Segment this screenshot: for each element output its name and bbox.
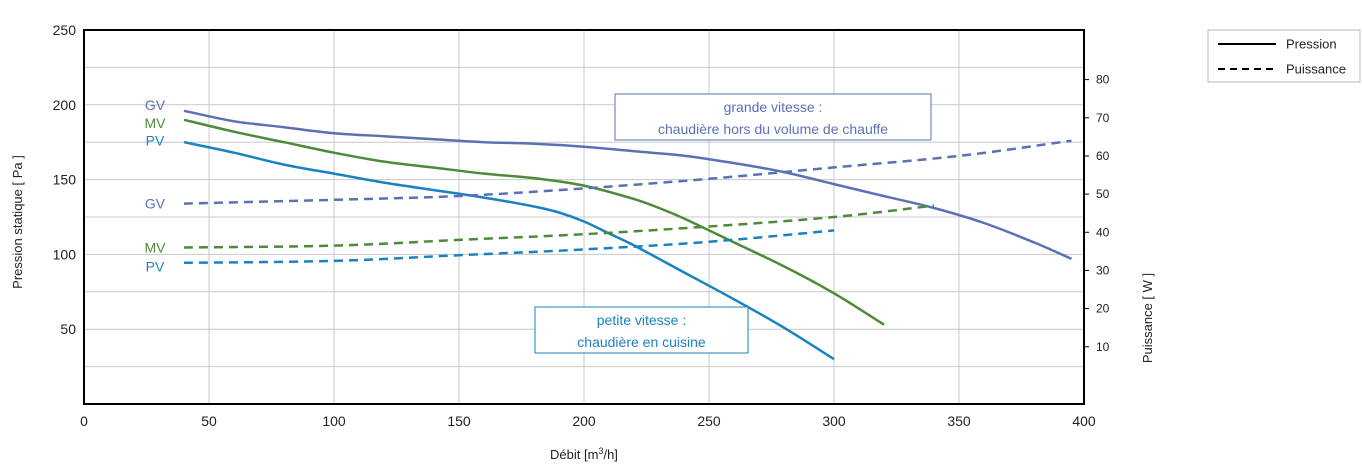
gv-curve-label: GV <box>145 97 166 113</box>
plot-frame <box>83 29 1085 405</box>
grande-vitesse-note-box <box>614 93 932 141</box>
grid <box>84 30 1084 404</box>
legend-pression-label: Pression <box>1286 37 1337 52</box>
x-tick-label: 300 <box>822 413 846 429</box>
x-tick-label: 350 <box>947 413 971 429</box>
gv-puissance-line <box>183 139 1072 205</box>
gv-curve-label: GV <box>145 196 166 212</box>
petite-vitesse-note-text: chaudière en cuisine <box>577 334 706 350</box>
x-tick-label: 100 <box>322 413 346 429</box>
y2-tick-label: 30 <box>1096 263 1110 277</box>
pv-curve-label: PV <box>146 133 165 149</box>
legend-puissance-label: Puissance <box>1286 62 1346 77</box>
y-tick-label: 150 <box>53 172 77 188</box>
annotations: grande vitesse : chaudière hors du volume… <box>534 93 932 354</box>
y2-tick-label: 50 <box>1096 187 1110 201</box>
grande-vitesse-note-text: grande vitesse : <box>724 99 823 115</box>
y2-tick-label: 60 <box>1096 149 1110 163</box>
y-axis-label: Pression statique [ Pa ] <box>10 155 25 289</box>
x-tick-label: 0 <box>80 413 88 429</box>
x-tick-label: 200 <box>572 413 596 429</box>
legend: Pression Puissance <box>1207 29 1361 83</box>
y-tick-label: 250 <box>53 22 77 38</box>
series-layer <box>183 109 1073 361</box>
petite-vitesse-note-box <box>534 306 749 354</box>
pv-pression-line <box>183 140 835 361</box>
y2-axis-label: Puissance [ W ] <box>1140 273 1155 363</box>
y-tick-label: 100 <box>53 246 77 262</box>
ticks-layer: 0 50 100 150 200 250 300 350 400 50 100 150 200 250 10… <box>53 22 1110 429</box>
x-tick-label: 250 <box>697 413 721 429</box>
x-tick-label: 50 <box>201 413 217 429</box>
x-tick-label: 400 <box>1072 413 1096 429</box>
grande-vitesse-note-text: chaudière hors du volume de chauffe <box>658 121 888 137</box>
y-tick-label: 50 <box>60 321 76 337</box>
mv-pression-line <box>183 118 885 326</box>
y2-tick-label: 70 <box>1096 111 1110 125</box>
curve-labels: GV MV PV GV MV PV <box>145 97 167 275</box>
y2-tick-label: 40 <box>1096 225 1110 239</box>
pv-puissance-line <box>183 229 835 265</box>
mv-curve-label: MV <box>145 115 167 131</box>
y2-tick-label: 10 <box>1096 340 1110 354</box>
y2-tick-label: 80 <box>1096 73 1110 87</box>
mv-puissance-line <box>183 204 935 249</box>
legend-box <box>1207 29 1361 83</box>
petite-vitesse-note-text: petite vitesse : <box>597 312 687 328</box>
y2-tick-label: 20 <box>1096 302 1110 316</box>
mv-curve-label: MV <box>145 240 167 256</box>
x-tick-label: 150 <box>447 413 471 429</box>
pv-curve-label: PV <box>146 259 165 275</box>
x-axis-label: Débit [m3/h] <box>550 446 618 462</box>
gv-pression-line <box>183 109 1073 261</box>
y-tick-label: 200 <box>53 97 77 113</box>
